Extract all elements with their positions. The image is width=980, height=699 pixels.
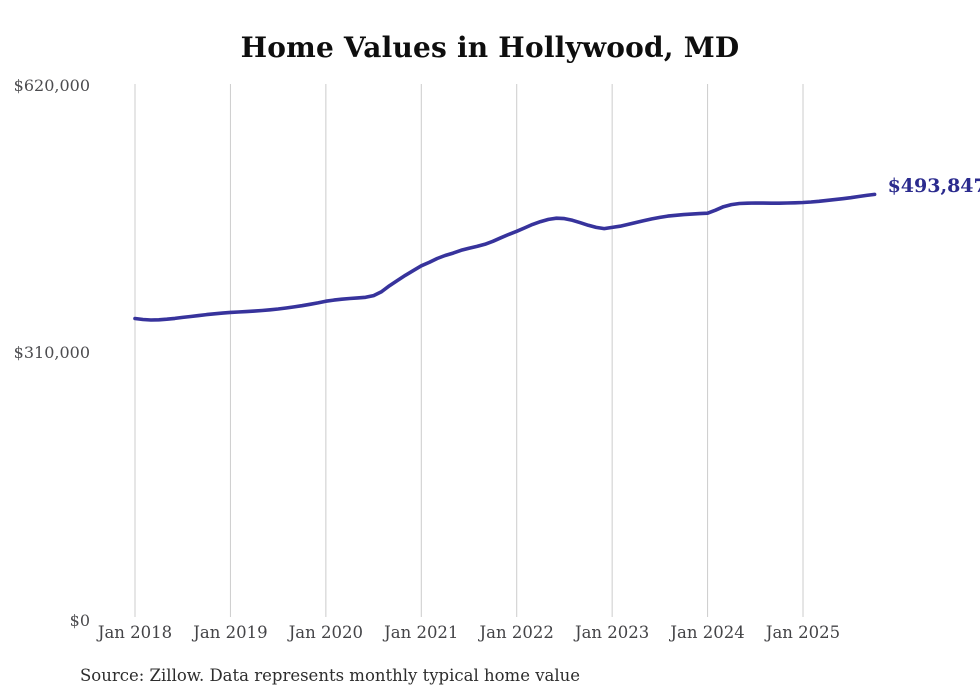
x-tick-label: Jan 2021 xyxy=(384,623,459,642)
y-tick-label: $0 xyxy=(69,610,90,630)
x-tick-label: Jan 2022 xyxy=(479,623,554,642)
y-tick-label: $310,000 xyxy=(13,343,90,362)
x-tick-label: Jan 2018 xyxy=(97,623,173,642)
x-tick-label: Jan 2020 xyxy=(288,623,364,642)
source-note: Source: Zillow. Data represents monthly … xyxy=(80,666,581,685)
latest-value-label: $493,847 xyxy=(887,175,980,198)
gridlines-group xyxy=(134,84,804,617)
x-tick-label: Jan 2025 xyxy=(765,623,841,642)
y-tick-label: $620,000 xyxy=(13,75,90,95)
x-tick-label: Jan 2024 xyxy=(670,623,745,642)
chart-title: Home Values in Hollywood, MD xyxy=(240,31,740,64)
x-tick-label: Jan 2023 xyxy=(574,623,650,642)
x-tick-label: Jan 2019 xyxy=(193,623,268,642)
home-value-line-series xyxy=(133,192,877,322)
